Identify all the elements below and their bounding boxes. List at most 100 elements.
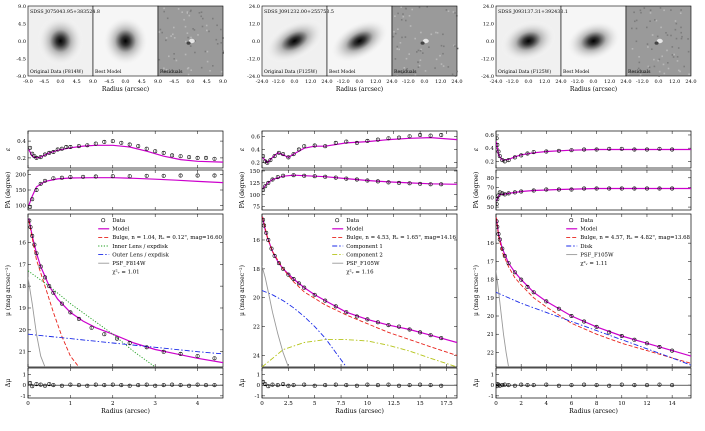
residual-speckle bbox=[173, 53, 175, 55]
residual-speckle bbox=[665, 32, 667, 34]
legend-label: χ²ᵥ = 1.16 bbox=[346, 269, 374, 276]
y-tick-label: 80 bbox=[487, 176, 495, 182]
y-tick-label: 50 bbox=[487, 205, 495, 211]
residual-speckle bbox=[646, 43, 649, 45]
residual-speckle bbox=[202, 17, 204, 20]
y-tick-label: 0.4 bbox=[17, 139, 26, 145]
residual-speckle bbox=[209, 70, 211, 72]
residual-speckle bbox=[454, 45, 456, 47]
plot-area bbox=[496, 382, 675, 389]
residual-speckle bbox=[439, 54, 441, 57]
residual-speckle bbox=[676, 60, 679, 62]
residual-speckle bbox=[194, 40, 196, 42]
x-tick-label: 2 bbox=[111, 401, 115, 407]
x-tick-label: 17.5 bbox=[440, 401, 453, 407]
residual-speckle bbox=[631, 48, 634, 50]
strip-y-tick-label: 9.0 bbox=[18, 4, 26, 10]
residual-speckle bbox=[212, 65, 214, 67]
y-tick-label: 19 bbox=[487, 296, 495, 302]
residual-speckle bbox=[163, 67, 165, 70]
y-axis-label: ε bbox=[473, 147, 480, 151]
residual-speckle bbox=[159, 28, 162, 31]
y-axis-label: Δμ bbox=[5, 379, 12, 388]
y-axis-label: μ (mag arcsec⁻²) bbox=[473, 265, 480, 316]
residual-speckle bbox=[168, 55, 170, 58]
residual-speckle bbox=[674, 20, 677, 22]
residual-speckle bbox=[397, 28, 399, 30]
residual-speckle bbox=[399, 42, 402, 44]
x-tick-label: 14 bbox=[669, 401, 677, 407]
residual-speckle bbox=[187, 36, 189, 39]
strip-x-tick-label: -12.0 bbox=[636, 79, 649, 85]
residual-speckle bbox=[394, 58, 397, 60]
residual-speckle bbox=[396, 74, 399, 77]
galaxy-light bbox=[500, 20, 557, 62]
x-tick-label: 2.5 bbox=[284, 401, 293, 407]
strip-y-tick-label: 12.0 bbox=[249, 21, 260, 27]
y-tick-label: 21 bbox=[19, 350, 26, 356]
residual-speckle bbox=[639, 74, 642, 76]
residual-speckle bbox=[177, 8, 180, 10]
residual-speckle bbox=[679, 12, 682, 14]
y-tick-label: 16 bbox=[487, 241, 495, 247]
residual-speckle bbox=[215, 38, 218, 41]
residual-speckle bbox=[637, 67, 640, 70]
legend-label: Model bbox=[580, 227, 597, 233]
residual-speckle bbox=[189, 10, 192, 13]
plot-area bbox=[262, 216, 457, 367]
residual-speckle bbox=[442, 33, 444, 36]
panel-frame bbox=[495, 169, 692, 211]
x-tick-label: 10 bbox=[618, 401, 626, 407]
residual-speckle bbox=[396, 48, 399, 50]
residual-speckle bbox=[679, 70, 681, 73]
residual-speckle bbox=[216, 24, 218, 27]
residual-speckle bbox=[166, 17, 169, 20]
residual-speckle bbox=[688, 73, 690, 75]
residual-speckle bbox=[435, 58, 438, 61]
series-line-model bbox=[28, 144, 223, 163]
residual-speckle bbox=[200, 15, 202, 18]
residual-speckle bbox=[206, 60, 209, 63]
residual-speckle bbox=[430, 33, 433, 36]
residual-speckle bbox=[419, 59, 422, 61]
residual-speckle bbox=[666, 34, 669, 36]
residual-speckle bbox=[447, 66, 450, 68]
residual-speckle bbox=[186, 32, 189, 34]
residual-speckle bbox=[161, 71, 163, 74]
residual-speckle bbox=[408, 15, 411, 17]
residual-speckle bbox=[440, 63, 443, 65]
thumb-label: Original Data (F125W) bbox=[264, 68, 317, 75]
residual-speckle bbox=[216, 43, 219, 45]
strip-x-tick-label: 4.5 bbox=[203, 79, 211, 85]
residual-speckle bbox=[419, 50, 422, 52]
residual-speckle bbox=[434, 67, 436, 69]
residual-speckle bbox=[411, 8, 413, 11]
strip-x-tick-label: 12.0 bbox=[669, 79, 680, 85]
x-tick-label: 1 bbox=[69, 401, 73, 407]
residual-speckle bbox=[420, 48, 422, 51]
series-line-psf bbox=[28, 277, 46, 367]
panel-eps: 0.2 0.4 0.6 ε bbox=[239, 130, 458, 169]
strip-x-tick-label: -4.5 bbox=[39, 79, 49, 85]
residual-speckle bbox=[394, 32, 397, 35]
y-tick-label: 0.4 bbox=[251, 148, 260, 154]
residual-speckle bbox=[212, 17, 214, 20]
panel-eps: 0.2 0.4 0.6 ε bbox=[473, 130, 692, 169]
strip-x-axis-label: Radius (arcsec) bbox=[102, 86, 149, 93]
legend-label: χ²ᵥ = 1.11 bbox=[580, 260, 607, 267]
residual-speckle bbox=[208, 30, 210, 33]
legend-label: Disk bbox=[580, 244, 593, 250]
strip-x-tick-label: 12.0 bbox=[435, 79, 446, 85]
strip-x-tick-label: 24.0 bbox=[451, 79, 462, 85]
y-tick-label: 17 bbox=[19, 262, 27, 268]
plot-area bbox=[262, 133, 457, 165]
residual-speckle bbox=[194, 51, 196, 54]
residual-speckle bbox=[678, 69, 680, 72]
residual-speckle bbox=[186, 67, 189, 70]
plot-area bbox=[496, 217, 691, 367]
panel-frame bbox=[261, 367, 458, 399]
residual-speckle bbox=[635, 19, 638, 22]
y-tick-label: 75 bbox=[253, 205, 261, 211]
residual-speckle bbox=[422, 52, 424, 54]
residual-core-dark bbox=[654, 41, 659, 45]
